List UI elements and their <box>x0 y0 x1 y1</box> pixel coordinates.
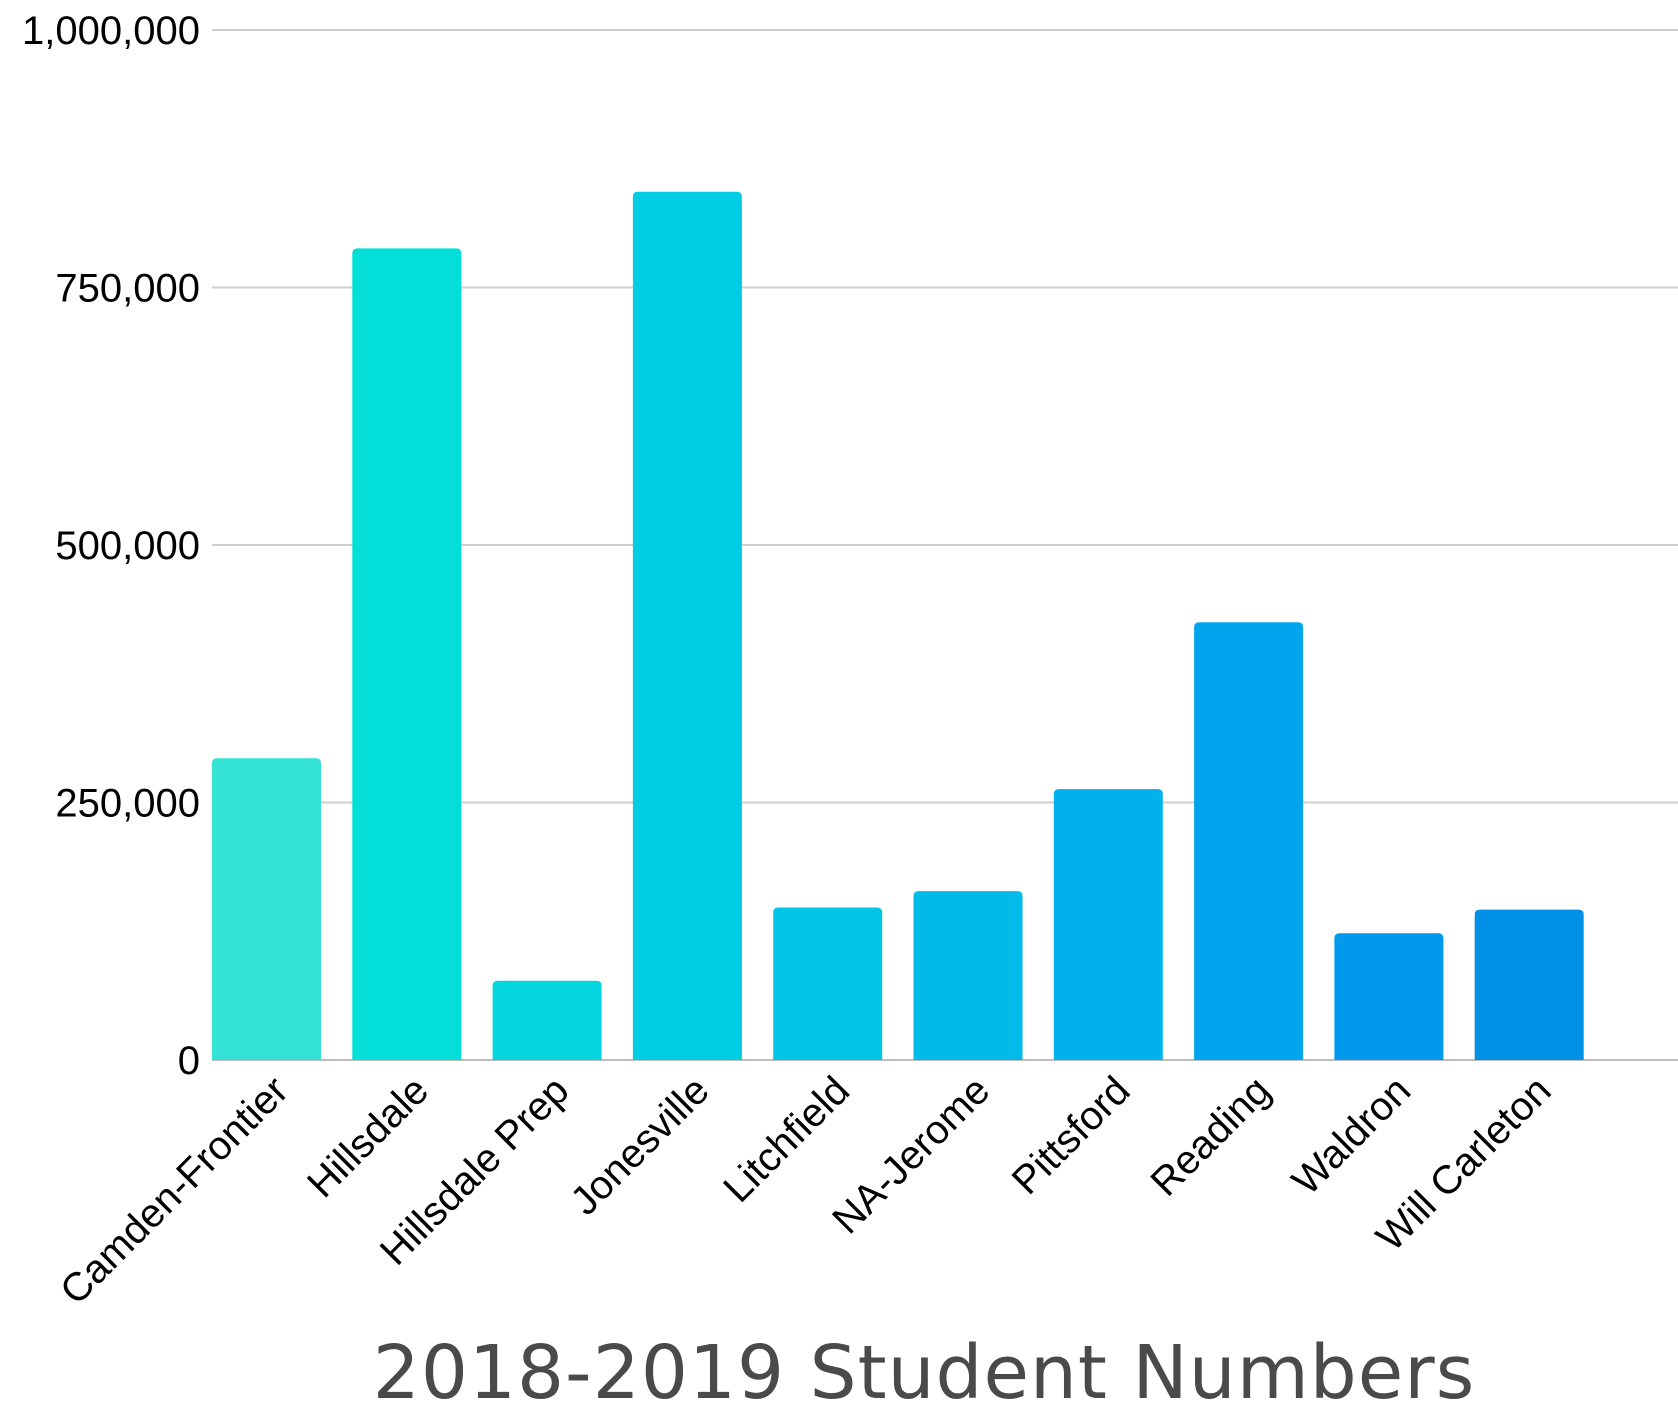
bars <box>212 191 1584 1061</box>
y-tick-label: 1,000,000 <box>22 9 200 53</box>
chart-title: 2018-2019 Student Numbers <box>372 1330 1476 1416</box>
bar-pittsford <box>1053 789 1163 1060</box>
x-category-label: Waldron <box>1284 1068 1419 1203</box>
bar-jonesville <box>632 191 742 1060</box>
y-axis-tick-labels: 0 250,000 500,000 750,000 1,000,000 <box>22 9 200 1083</box>
x-category-label: Pittsford <box>1004 1068 1139 1203</box>
y-tick-label: 500,000 <box>55 524 200 568</box>
bar-camden-frontier <box>212 758 321 1060</box>
bar-waldron <box>1334 933 1444 1060</box>
x-category-label: Litchfield <box>715 1068 858 1211</box>
x-category-label: Reading <box>1142 1068 1278 1204</box>
bar-litchfield <box>773 907 883 1060</box>
bar-hillsdale-prep <box>492 980 602 1060</box>
x-category-label: Hillsdale <box>299 1068 437 1206</box>
x-category-label: Camden-Frontier <box>52 1068 297 1313</box>
bar-will-carleton <box>1474 909 1584 1060</box>
y-tick-label: 250,000 <box>55 782 200 826</box>
x-category-label: Jonesville <box>562 1068 717 1223</box>
y-tick-label: 750,000 <box>55 267 200 311</box>
bar-na-jerome <box>913 891 1023 1060</box>
bar-hillsdale <box>352 248 462 1061</box>
y-tick-label: 0 <box>178 1039 200 1083</box>
bar-reading <box>1194 622 1304 1060</box>
